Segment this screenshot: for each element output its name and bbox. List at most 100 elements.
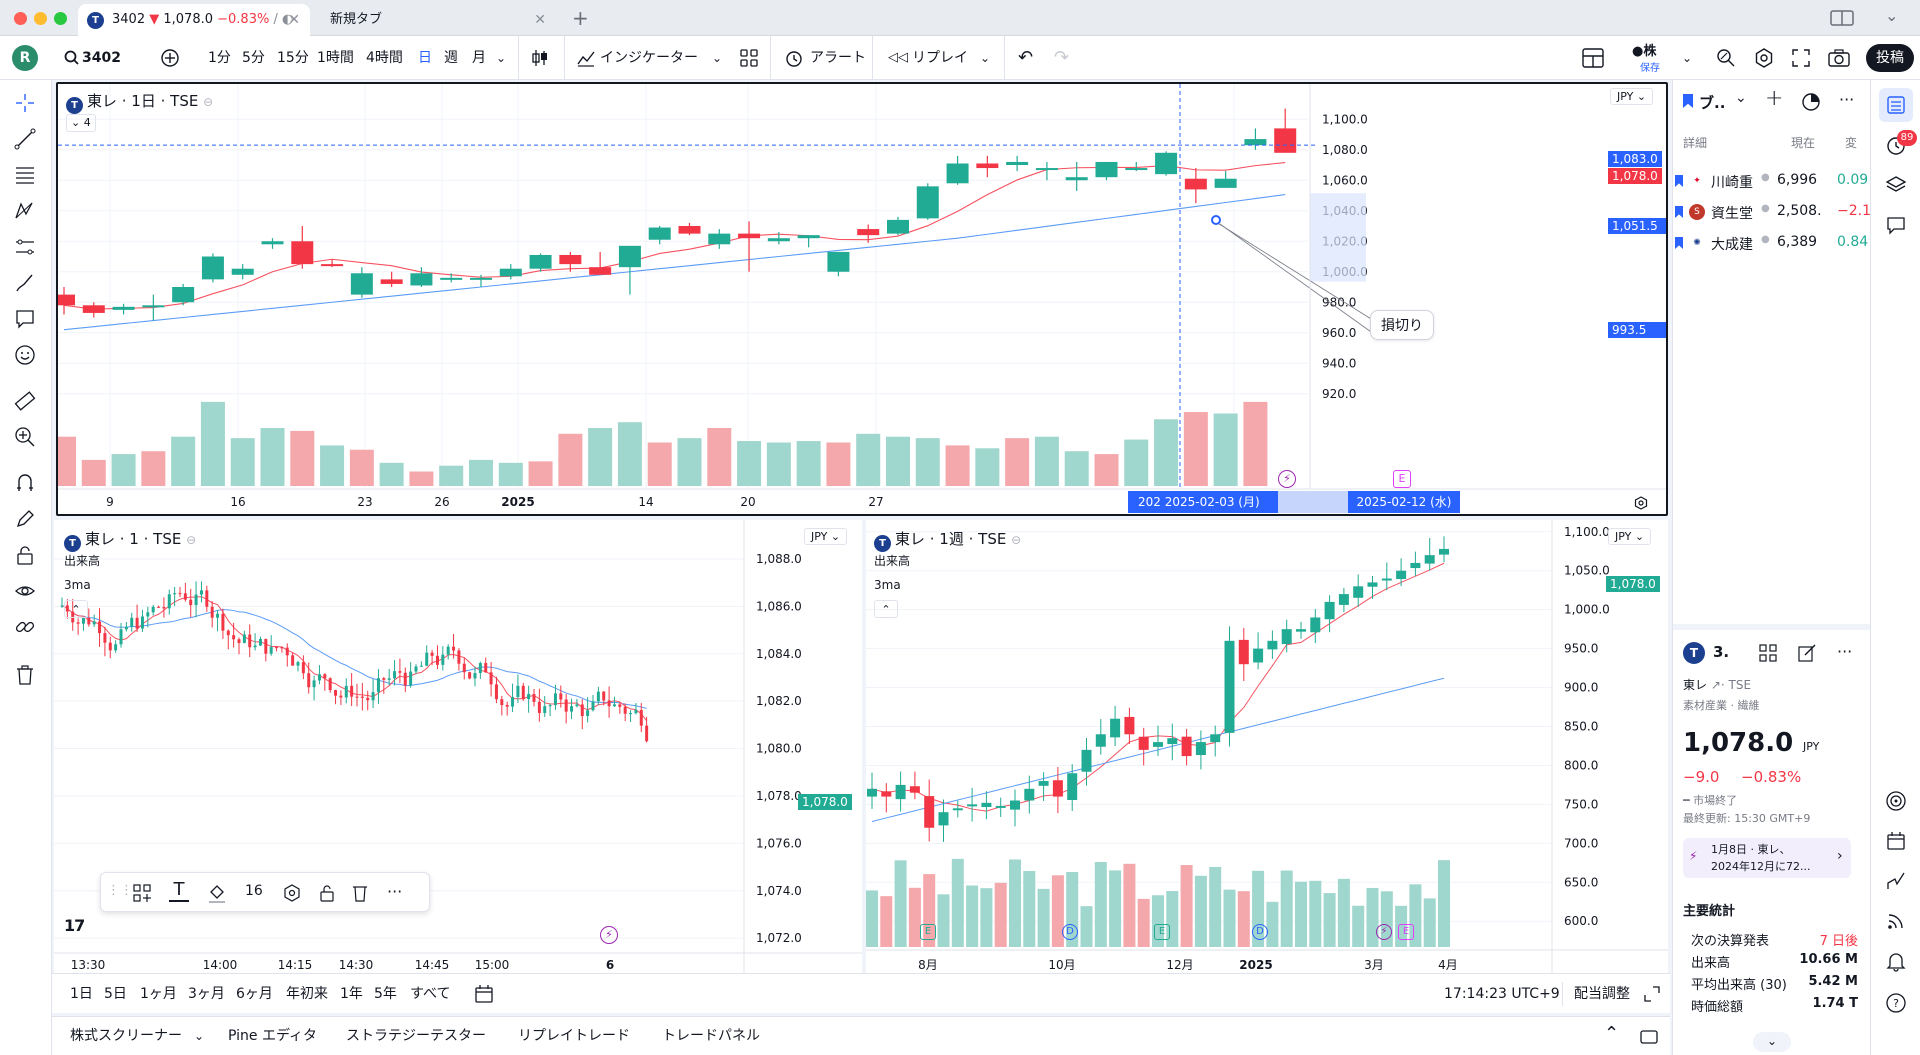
new-tab-plus-icon[interactable]: +: [572, 6, 589, 30]
chevron-down-icon[interactable]: ⌄: [1735, 90, 1747, 106]
detail-symbol[interactable]: 3.: [1713, 643, 1730, 661]
chevron-up-icon[interactable]: ⌃: [64, 600, 88, 618]
currency-selector[interactable]: JPY ⌄: [1608, 528, 1652, 545]
grid-icon[interactable]: [1759, 644, 1777, 662]
edit-note-icon[interactable]: [1797, 643, 1817, 663]
bottom-tab-2[interactable]: ストラテジーテスター: [346, 1028, 486, 1044]
range-button-0[interactable]: 1日: [70, 986, 93, 1002]
more-dots-icon[interactable]: ···: [387, 882, 403, 901]
collapse-legend-icon[interactable]: ⊖: [1011, 533, 1022, 547]
news-card[interactable]: ⚡ 1月8日 · 東レ、 2024年12月に72... ›: [1683, 838, 1851, 878]
chevron-down-icon[interactable]: ⌄: [1753, 1032, 1791, 1052]
interval-2[interactable]: 15分: [277, 50, 309, 66]
watchlist-name[interactable]: ブ..: [1699, 94, 1726, 112]
template-grid-icon[interactable]: [133, 884, 151, 902]
layers-icon[interactable]: [1885, 174, 1907, 196]
search-icon[interactable]: [64, 50, 80, 66]
bottom-tab-3[interactable]: リプレイトレード: [518, 1028, 630, 1044]
earnings-icon[interactable]: E: [920, 924, 936, 940]
bell-icon[interactable]: [1885, 950, 1907, 972]
chevron-up-icon[interactable]: ⌃: [1604, 1023, 1620, 1044]
dividend-date-icon[interactable]: D: [1252, 924, 1268, 940]
minimize-window-button[interactable]: [34, 12, 47, 25]
interval-5[interactable]: 日: [418, 50, 432, 66]
candle-style-icon[interactable]: [530, 48, 550, 68]
chart-settings-gear-icon[interactable]: [1634, 496, 1648, 510]
user-avatar[interactable]: R: [12, 45, 38, 71]
unlock-icon[interactable]: [319, 883, 335, 903]
ruler-icon[interactable]: [14, 390, 36, 412]
trend-line-icon[interactable]: [14, 128, 36, 150]
col-price[interactable]: 現在: [1791, 136, 1816, 150]
more-dots-icon[interactable]: ···: [1837, 642, 1853, 661]
dividend-event-icon[interactable]: ⚡: [600, 926, 618, 944]
help-icon[interactable]: ?: [1885, 992, 1907, 1014]
emoji-icon[interactable]: [14, 344, 36, 366]
chevron-down-icon[interactable]: ⌄: [1885, 6, 1899, 25]
browser-tab-new[interactable]: 新規タブ ✕: [316, 4, 556, 36]
expand-icon[interactable]: [1644, 986, 1660, 1002]
interval-0[interactable]: 1分: [208, 50, 231, 66]
publish-button[interactable]: 投稿: [1866, 44, 1914, 72]
intraday-chart-pane[interactable]: 1,088.0 1,086.0 1,084.0 1,082.0 1,080.0 1,078…: [54, 520, 862, 975]
zoom-in-icon[interactable]: [14, 426, 36, 448]
camera-snapshot-icon[interactable]: [1828, 48, 1850, 68]
chevron-down-icon[interactable]: ⌄: [1682, 51, 1693, 65]
replay-button[interactable]: リプレイ: [912, 50, 968, 66]
save-layout-name[interactable]: ●株: [1632, 44, 1657, 59]
settings-icon[interactable]: [283, 884, 301, 902]
dividend-event-icon[interactable]: ⚡: [1278, 470, 1296, 488]
close-tab-icon[interactable]: ✕: [534, 12, 546, 28]
drawing-lock-pencil-icon[interactable]: [14, 508, 36, 530]
legend-toggle[interactable]: ⌄ 4: [66, 114, 96, 132]
fullscreen-icon[interactable]: [1792, 49, 1810, 67]
interval-7[interactable]: 月: [472, 50, 486, 66]
magnet-icon[interactable]: [14, 472, 36, 494]
collapse-legend-icon[interactable]: ⊖: [186, 533, 197, 547]
brush-icon[interactable]: [14, 272, 36, 294]
link-icon[interactable]: [14, 616, 36, 638]
layout-grid-icon[interactable]: [740, 49, 758, 67]
detail-sector[interactable]: 素材産業 · 繊維: [1683, 699, 1760, 712]
dividend-adjust-toggle[interactable]: 配当調整: [1574, 986, 1630, 1002]
watchlist-row[interactable]: S 資生堂 ● 2,508. −2.1: [1673, 199, 1871, 227]
text-note-icon[interactable]: [14, 308, 36, 330]
dividend-date-icon[interactable]: D: [1062, 924, 1078, 940]
main-candle-chart[interactable]: 1,100.01,080.01,060.01,040.01,020.01,000…: [58, 84, 1666, 514]
alarm-clock-icon[interactable]: [784, 48, 804, 68]
range-button-8[interactable]: すべて: [410, 986, 451, 1002]
collapse-legend-icon[interactable]: ⊖: [203, 95, 214, 109]
indicators-button[interactable]: インジケーター: [600, 50, 698, 66]
range-button-7[interactable]: 5年: [374, 986, 397, 1002]
dividend-event-icon[interactable]: ⚡: [1376, 924, 1392, 940]
stop-loss-annotation[interactable]: 損切り: [1370, 310, 1434, 340]
go-to-date-icon[interactable]: [474, 984, 494, 1004]
indicators-icon[interactable]: [576, 48, 596, 68]
earnings-icon[interactable]: E: [1398, 924, 1414, 940]
range-button-2[interactable]: 1ヶ月: [140, 986, 177, 1002]
col-change[interactable]: 変: [1845, 136, 1858, 150]
layout-select-icon[interactable]: [1582, 48, 1604, 68]
fill-color-icon[interactable]: [207, 882, 227, 904]
weekly-candle-chart[interactable]: 1,100.0 1,050.0 1,000.0 950.0 900.0 850.0 800.…: [866, 520, 1668, 975]
drag-handle-icon[interactable]: ⋮⋮: [107, 883, 133, 898]
chevron-down-icon[interactable]: ⌄: [496, 51, 507, 65]
font-size-selector[interactable]: 16: [245, 883, 263, 899]
range-button-5[interactable]: 年初来: [286, 986, 328, 1002]
redo-icon[interactable]: ↷: [1054, 47, 1070, 68]
undo-icon[interactable]: ↶: [1018, 47, 1034, 68]
target-icon[interactable]: [1885, 790, 1907, 812]
gear-icon[interactable]: [1754, 48, 1774, 68]
intraday-candle-chart[interactable]: 1,088.0 1,086.0 1,084.0 1,082.0 1,080.0 1,078…: [54, 520, 862, 975]
range-button-3[interactable]: 3ヶ月: [188, 986, 225, 1002]
calendar-icon[interactable]: [1885, 830, 1907, 852]
chevron-down-icon[interactable]: ⌄: [980, 51, 991, 65]
clock-display[interactable]: 17:14:23 UTC+9: [1444, 986, 1560, 1002]
compare-add-icon[interactable]: [160, 48, 180, 68]
zoom-window-button[interactable]: [54, 12, 67, 25]
close-window-button[interactable]: [14, 12, 27, 25]
earnings-event-icon[interactable]: E: [1393, 470, 1411, 488]
watchlist-icon[interactable]: [1885, 94, 1907, 116]
weekly-chart-pane[interactable]: 1,100.0 1,050.0 1,000.0 950.0 900.0 850.0 800.…: [866, 520, 1668, 975]
range-button-1[interactable]: 5日: [104, 986, 127, 1002]
